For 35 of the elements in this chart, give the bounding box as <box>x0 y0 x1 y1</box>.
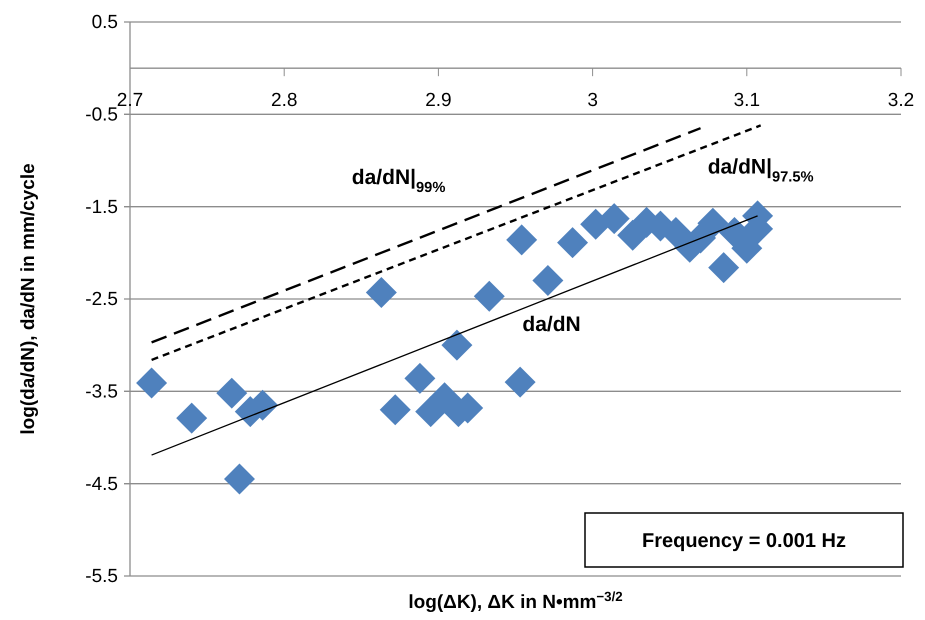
x-tick-label: 3 <box>587 90 598 111</box>
point <box>404 362 436 394</box>
y-axis-title: log(da/dN), da/dN in mm/cycle <box>18 163 39 435</box>
y-tick-label: -2.5 <box>85 289 118 310</box>
x-tick-label: 3.2 <box>888 90 914 111</box>
x-tick-label: 2.9 <box>425 90 452 111</box>
point <box>136 368 168 399</box>
point <box>224 464 255 495</box>
point <box>216 378 248 409</box>
series-label: da/dN|$_{97.5%}$ <box>708 155 814 186</box>
x-tick-label: 3.1 <box>734 90 760 111</box>
y-tick-label: -0.5 <box>85 104 118 126</box>
point <box>731 232 762 264</box>
point <box>557 227 588 258</box>
point <box>708 252 740 284</box>
series-label: da/dN|$_{99%}$ <box>352 166 446 196</box>
point <box>176 402 208 434</box>
point <box>504 366 536 398</box>
point <box>697 208 728 239</box>
y-tick-label: -3.5 <box>85 381 118 402</box>
annotation: Frequency = 0.001 Hz <box>642 530 846 552</box>
y-tick-label: -4.5 <box>85 474 118 495</box>
y-tick-label: -5.5 <box>85 566 118 588</box>
y-tick-label: 0.5 <box>92 12 118 34</box>
point <box>506 224 538 256</box>
series-label: da/dN <box>522 313 581 336</box>
x-tick-label: 2.8 <box>270 90 298 111</box>
x-tick-label: 2.7 <box>116 90 144 111</box>
point <box>474 280 505 312</box>
x-axis-title: log(ΔK), ΔK in N•mm$^{−3/2}$ <box>408 588 623 613</box>
point <box>532 265 564 296</box>
point <box>441 330 472 361</box>
point <box>380 394 411 426</box>
point <box>366 277 397 308</box>
y-tick-label: -1.5 <box>85 196 118 218</box>
